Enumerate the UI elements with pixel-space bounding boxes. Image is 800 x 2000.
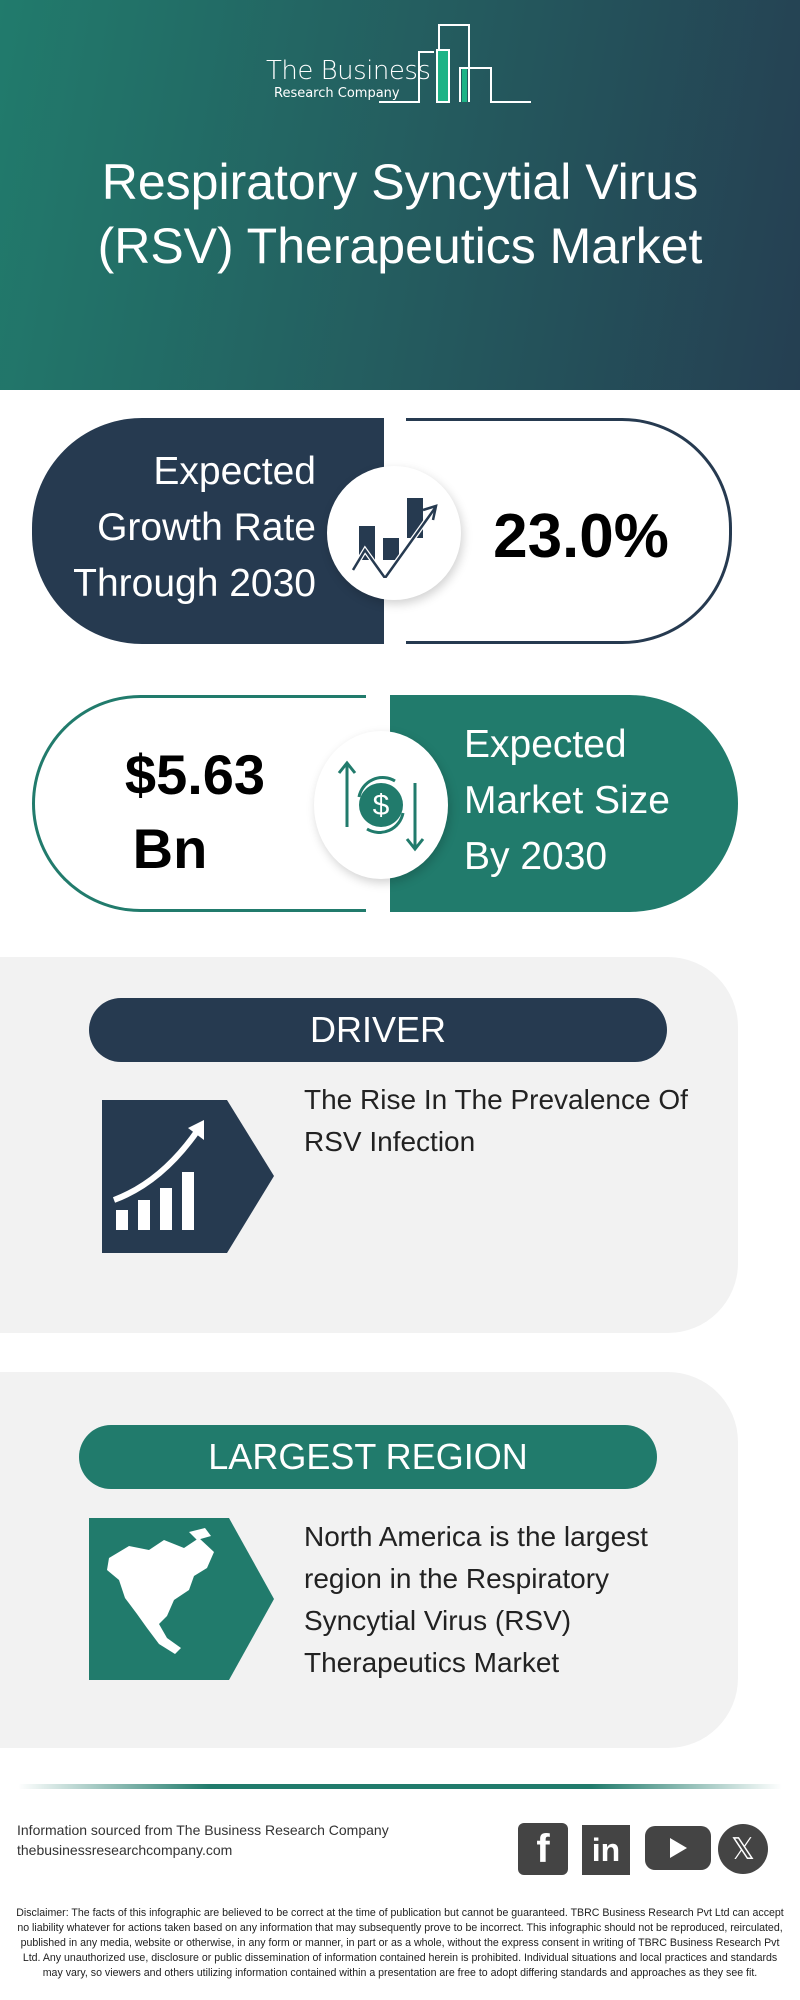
x-icon[interactable]: 𝕏: [718, 1824, 768, 1874]
market-label-line: By 2030: [464, 835, 608, 878]
growth-label-line: Expected: [153, 450, 316, 493]
page-title: Respiratory Syncytial Virus (RSV) Therap…: [97, 154, 703, 274]
region-section: LARGEST REGION North America is the larg…: [0, 1372, 738, 1748]
rising-bars-icon: [102, 1100, 274, 1253]
north-america-map-icon: [89, 1518, 274, 1680]
source-text: Information sourced from The Business Re…: [17, 1822, 389, 1838]
region-text: Therapeutics Market: [304, 1647, 560, 1678]
region-text: region in the Respiratory: [304, 1563, 610, 1594]
dollar-cycle-icon: $: [314, 731, 448, 879]
growth-chart-icon: [327, 466, 461, 600]
growth-label-line: Growth Rate: [97, 506, 316, 549]
buildings-logo-icon: [379, 24, 531, 103]
disclaimer-text: Disclaimer: The facts of this infographi…: [16, 1907, 784, 1979]
facebook-icon[interactable]: f: [518, 1823, 568, 1875]
market-label-line: Market Size: [464, 779, 670, 822]
website-link[interactable]: thebusinessresearchcompany.com: [17, 1842, 233, 1858]
growth-label-line: Through 2030: [73, 562, 316, 605]
region-heading: LARGEST REGION: [79, 1425, 657, 1489]
company-logo: The Business Research Company: [264, 22, 534, 108]
divider: [18, 1784, 782, 1789]
logo-subtext: Research Company: [274, 86, 400, 101]
market-value: $5.63: [124, 743, 266, 806]
market-value-panel: $5.63 Bn: [32, 695, 366, 912]
driver-heading: DRIVER: [89, 998, 667, 1062]
driver-text: RSV Infection: [304, 1126, 476, 1157]
region-text: North America is the largest: [304, 1521, 648, 1552]
region-text: Syncytial Virus (RSV): [304, 1605, 572, 1636]
logo-text: The Business: [266, 56, 431, 86]
growth-label-panel: Expected Growth Rate Through 2030: [32, 418, 384, 644]
header-banner: The Business Research Company Respirator…: [0, 0, 800, 390]
market-label-line: Expected: [464, 723, 627, 766]
linkedin-icon[interactable]: in: [582, 1825, 630, 1875]
growth-value: 23.0%: [493, 502, 669, 571]
driver-section: DRIVER The Rise In The Prevalence Of RSV…: [0, 957, 738, 1333]
market-value-unit: Bn: [132, 817, 208, 880]
youtube-icon[interactable]: [645, 1826, 711, 1870]
market-label-panel: Expected Market Size By 2030: [390, 695, 738, 912]
driver-text: The Rise In The Prevalence Of: [304, 1084, 688, 1115]
growth-value-panel: 23.0%: [406, 418, 732, 644]
svg-text:$: $: [373, 789, 390, 822]
